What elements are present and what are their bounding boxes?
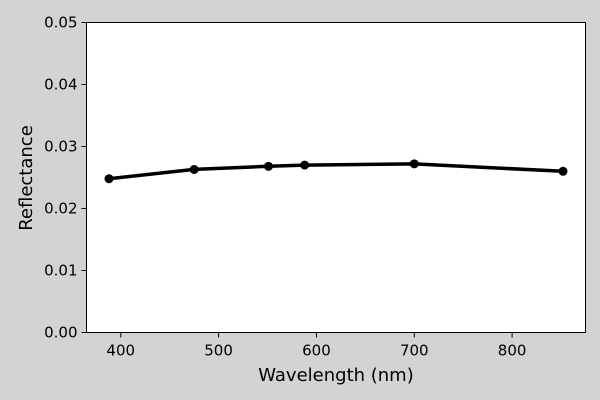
- y-tick-label: 0.04: [44, 76, 77, 94]
- data-point-marker: [189, 164, 199, 174]
- x-axis-ticks: 400 500 600 700 800: [106, 332, 527, 360]
- x-tick-label: 800: [498, 342, 527, 360]
- y-axis-label: Reflectance: [16, 125, 37, 231]
- plot-area: [86, 22, 586, 333]
- x-tick-label: 500: [204, 342, 233, 360]
- plot-frame: [86, 22, 586, 333]
- series-layer: [104, 159, 568, 184]
- y-tick-label: 0.00: [44, 324, 77, 342]
- y-tick-label: 0.02: [44, 200, 77, 218]
- y-tick-label: 0.01: [44, 262, 77, 280]
- y-tick-label: 0.05: [44, 14, 77, 32]
- y-tick-label: 0.03: [44, 138, 77, 156]
- x-axis-label: Wavelength (nm): [258, 365, 414, 386]
- data-point-marker: [558, 166, 568, 176]
- y-axis-ticks: 0.00 0.01 0.02 0.03 0.04 0.05: [44, 14, 87, 342]
- x-tick-label: 700: [400, 342, 429, 360]
- data-point-marker: [409, 159, 419, 169]
- data-point-marker: [104, 174, 114, 184]
- x-tick-label: 600: [302, 342, 331, 360]
- series-line: [108, 162, 564, 181]
- data-point-marker: [263, 161, 273, 171]
- data-point-marker: [300, 160, 310, 170]
- x-tick-label: 400: [106, 342, 135, 360]
